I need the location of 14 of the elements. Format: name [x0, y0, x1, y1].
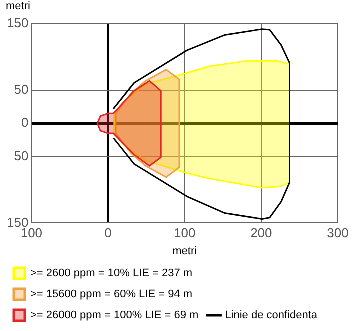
y-tick-label: 150 [6, 16, 29, 31]
y-tick-label: 50 [14, 82, 29, 97]
x-tick-label: 200 [250, 226, 272, 241]
y-tick-label: 50 [14, 148, 29, 164]
legend-label: Linie de confidenta [225, 310, 318, 322]
legend-label: >= 26000 ppm = 100% LIE = 69 m [30, 310, 199, 322]
legend-label: >= 2600 ppm = 10% LIE = 237 m [30, 268, 193, 280]
x-tick-label: 0 [104, 226, 112, 241]
y-axis-title: metri [6, 0, 30, 13]
x-axis-title: metri [172, 245, 198, 258]
legend-label: >= 15600 ppm = 60% LIE = 94 m [30, 288, 193, 301]
y-tick-label: 0 [21, 115, 29, 130]
x-tick-label: 300 [327, 226, 349, 241]
x-tick-label: 100 [174, 226, 196, 241]
